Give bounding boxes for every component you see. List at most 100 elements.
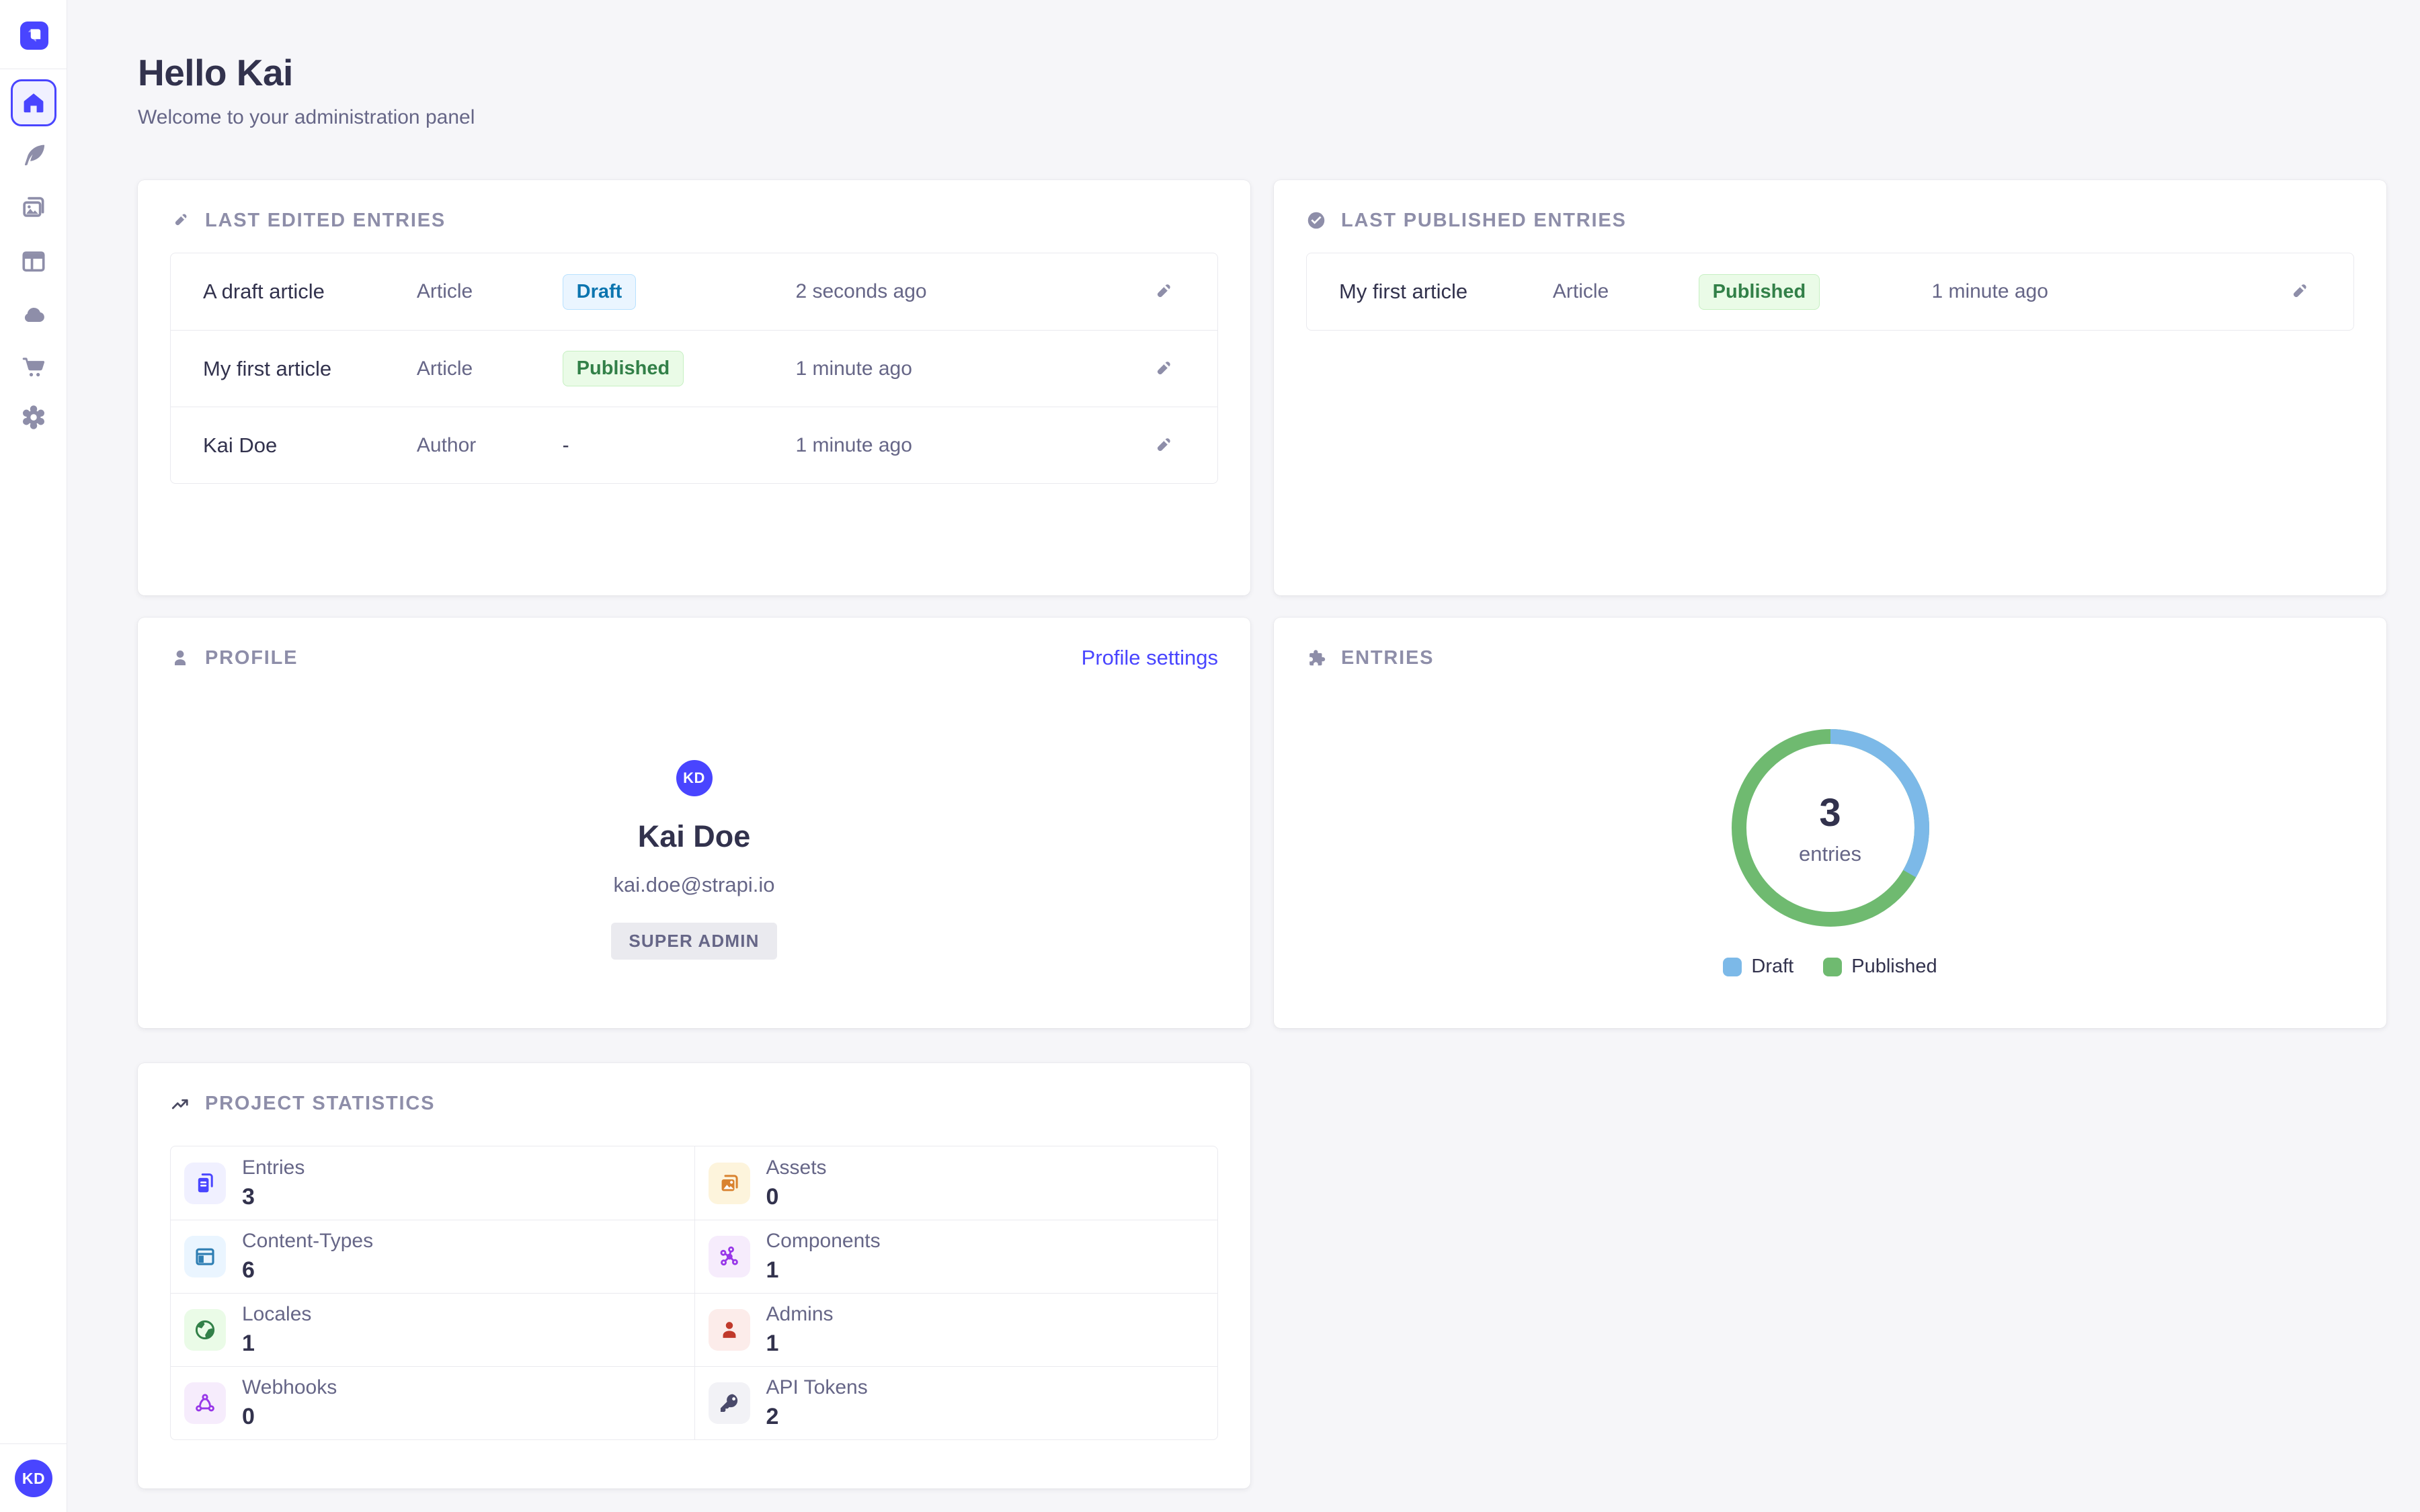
trending-up-icon: [171, 1099, 188, 1109]
assets-images-icon: [721, 1174, 738, 1191]
cloud-icon: [24, 307, 44, 323]
stat-locales: Locales 1: [171, 1293, 694, 1366]
stat-label: Assets: [766, 1156, 827, 1179]
sidebar-divider: [0, 1443, 67, 1444]
stats-table: Entries 3 Assets 0: [170, 1146, 1218, 1440]
entry-kind: Article: [416, 357, 473, 380]
user-avatar[interactable]: KD: [15, 1460, 52, 1497]
stat-api-tokens: API Tokens 2: [694, 1366, 1217, 1439]
admins-user-icon: [723, 1322, 735, 1338]
entry-updated-time: 1 minute ago: [795, 357, 912, 380]
stat-label: Webhooks: [242, 1376, 337, 1398]
components-molecule-icon: [720, 1246, 738, 1266]
profile-settings-link[interactable]: Profile settings: [1081, 646, 1218, 669]
stat-value: 2: [766, 1404, 779, 1429]
legend-published-label: Published: [1851, 956, 1937, 977]
page-header: Hello Kai Welcome to your administration…: [138, 51, 475, 129]
card-title: LAST EDITED ENTRIES: [205, 209, 446, 231]
home-icon: [24, 93, 44, 113]
pencil-icon: [1157, 284, 1170, 298]
page-subtitle: Welcome to your administration panel: [138, 106, 475, 128]
legend-draft-label: Draft: [1751, 956, 1794, 977]
edit-entry-button[interactable]: [2288, 280, 2310, 303]
stat-value: 1: [766, 1331, 779, 1356]
table-row[interactable]: Kai Doe Author - 1 minute ago: [171, 407, 1217, 483]
user-icon: [175, 650, 186, 665]
card-title: ENTRIES: [1341, 646, 1435, 669]
entries-donut-chart: 3 entries: [1726, 724, 1935, 932]
entry-name: My first article: [1339, 280, 1468, 303]
table-row[interactable]: A draft article Article Draft 2 seconds …: [171, 253, 1217, 330]
entry-name: My first article: [203, 356, 332, 380]
status-badge: Draft: [562, 274, 637, 310]
role-badge: SUPER ADMIN: [611, 923, 777, 960]
project-statistics-card: PROJECT STATISTICS Entries 3: [138, 1063, 1250, 1488]
last-edited-table: A draft article Article Draft 2 seconds …: [170, 253, 1218, 484]
card-title: PROJECT STATISTICS: [205, 1092, 436, 1114]
stat-value: 3: [242, 1183, 255, 1210]
stat-assets: Assets 0: [694, 1146, 1218, 1220]
entry-kind: Author: [416, 433, 477, 456]
donut-total-label: entries: [1798, 841, 1862, 866]
stat-content-types: Content-Types 6: [171, 1220, 694, 1293]
sidebar-item-content-type-builder[interactable]: [19, 247, 48, 276]
sidebar-item-marketplace[interactable]: [19, 353, 48, 381]
stat-components: Components 1: [694, 1220, 1217, 1293]
entries-chart-card: ENTRIES 3 entries Draft Published: [1274, 618, 2386, 1028]
gear-icon: [22, 405, 45, 429]
page-title: Hello Kai: [138, 52, 293, 93]
stat-value: 6: [242, 1257, 255, 1283]
strapi-logo[interactable]: [20, 22, 48, 50]
sidebar: KD: [0, 0, 67, 1512]
edit-entry-button[interactable]: [1152, 358, 1174, 380]
avatar: KD: [676, 760, 713, 796]
table-row[interactable]: My first article Article Published 1 min…: [1307, 253, 2353, 330]
stat-label: Locales: [242, 1303, 312, 1325]
profile-name: Kai Doe: [637, 819, 751, 853]
donut-draft-arc: [1731, 729, 1929, 927]
stat-value: 0: [766, 1183, 779, 1210]
profile-email: kai.doe@strapi.io: [613, 873, 775, 896]
locales-globe-icon: [195, 1320, 215, 1340]
stat-value: 1: [242, 1331, 255, 1356]
api-tokens-key-icon: [720, 1394, 737, 1413]
pencil-icon: [1157, 437, 1170, 451]
stat-entries: Entries 3: [171, 1146, 694, 1220]
donut-total-value: 3: [1819, 790, 1841, 835]
card-title: LAST PUBLISHED ENTRIES: [1341, 209, 1627, 231]
legend-published-chip: [1823, 957, 1843, 976]
edit-entry-button[interactable]: [1152, 280, 1174, 303]
sidebar-item-settings[interactable]: [19, 403, 48, 431]
card-title: PROFILE: [205, 646, 298, 669]
entries-documents-icon: [198, 1173, 213, 1192]
strapi-logo-icon: [28, 29, 41, 42]
pencil-icon: [1157, 361, 1170, 374]
webhooks-icon: [196, 1394, 214, 1412]
last-published-table: My first article Article Published 1 min…: [1306, 253, 2354, 331]
entry-kind: Article: [1552, 280, 1609, 302]
stat-value: 0: [242, 1404, 255, 1429]
content-types-layout-icon: [196, 1248, 214, 1265]
stat-webhooks: Webhooks 0: [171, 1366, 694, 1439]
entry-name: A draft article: [203, 280, 325, 303]
puzzle-icon: [1309, 650, 1326, 666]
feather-pen-icon: [24, 144, 45, 166]
chart-legend: Draft Published: [1306, 956, 2354, 978]
images-icon: [23, 197, 44, 217]
edit-entry-button[interactable]: [1152, 434, 1174, 457]
stat-label: Entries: [242, 1156, 305, 1179]
entry-name: Kai Doe: [203, 433, 278, 457]
entry-updated-time: 1 minute ago: [795, 433, 912, 456]
sidebar-item-home[interactable]: [11, 79, 56, 126]
sidebar-item-media-library[interactable]: [19, 193, 48, 221]
sidebar-item-cloud[interactable]: [19, 300, 48, 329]
table-row[interactable]: My first article Article Published 1 min…: [171, 330, 1217, 407]
last-edited-entries-card: LAST EDITED ENTRIES A draft article Arti…: [138, 180, 1250, 595]
profile-card: PROFILE Profile settings KD Kai Doe kai.…: [138, 618, 1250, 1028]
pencil-icon: [2293, 284, 2306, 298]
shopping-cart-icon: [22, 358, 45, 377]
stat-label: API Tokens: [766, 1376, 868, 1398]
stat-admins: Admins 1: [694, 1293, 1217, 1366]
entry-updated-time: 1 minute ago: [1931, 280, 2048, 302]
sidebar-item-content-manager[interactable]: [19, 141, 48, 169]
